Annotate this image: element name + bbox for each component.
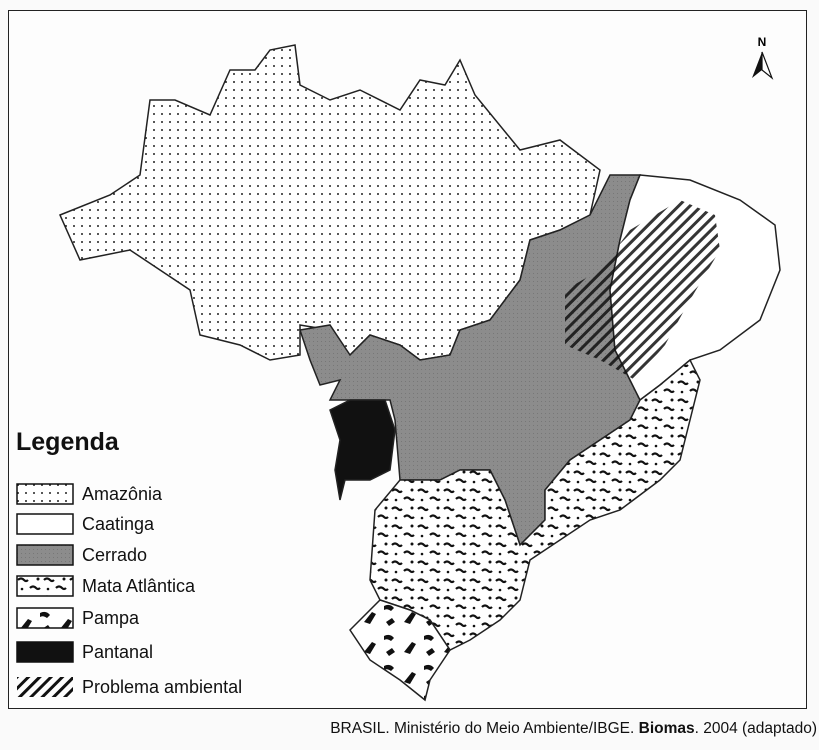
caption-title: Biomas [638,720,695,737]
legend-label: Problema ambiental [82,676,243,697]
legend-title: Legenda [16,428,119,456]
swatch-large-blotches [16,607,74,629]
swatch-gray [16,544,74,566]
legend-label: Amazônia [82,483,163,504]
swatch-hatch [17,677,73,697]
legend-item-problema-ambiental: Problema ambiental [16,675,242,699]
caption-prefix: BRASIL. Ministério do Meio Ambiente/IBGE… [330,720,635,737]
legend-label: Cerrado [82,544,148,565]
biome-amazonia [58,44,601,361]
legend-label: Pampa [82,607,140,628]
legend-item-pantanal: Pantanal [16,640,153,664]
north-label: N [758,35,767,49]
swatch-solid-black [16,641,74,663]
legend-item-caatinga: Caatinga [16,512,154,536]
legend-label: Pantanal [82,641,154,662]
biome-pantanal [329,399,396,501]
legend-item-pampa: Pampa [16,606,139,630]
legend-item-amazonia: Amazônia [16,482,162,506]
legend-item-cerrado: Cerrado [16,543,147,567]
source-caption: BRASIL. Ministério do Meio Ambiente/IBGE… [330,720,817,738]
biome-pampa [349,599,451,702]
legend-label: Caatinga [82,513,155,534]
swatch-white [16,513,74,535]
swatch-dots [16,483,74,505]
legend-item-mata-atlantica: Mata Atlântica [16,574,195,598]
swatch-small-blotches [16,575,74,597]
north-arrow-icon: N [752,35,774,80]
caption-suffix: . 2004 (adaptado) [694,720,817,737]
legend-label: Mata Atlântica [82,575,196,596]
problema-ambiental-area [565,200,720,380]
